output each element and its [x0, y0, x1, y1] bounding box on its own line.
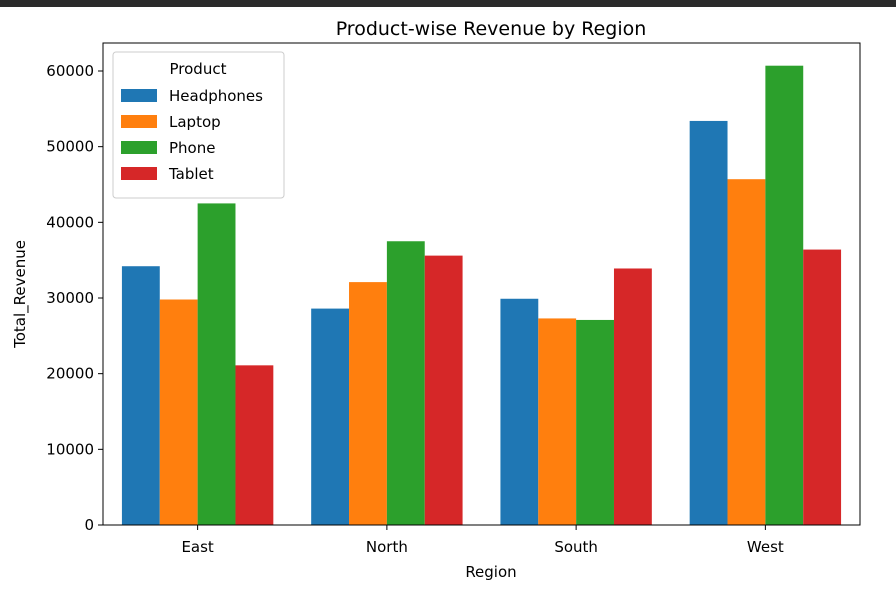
y-tick-label: 50000	[46, 138, 94, 156]
bar-chart: Product-wise Revenue by Region 0 10000 200…	[11, 18, 861, 581]
bar-laptop-south	[538, 318, 577, 525]
bar-tablet-north	[424, 255, 463, 525]
bar-phone-west	[765, 65, 804, 525]
bar-headphones-south	[500, 298, 539, 525]
bar-laptop-west	[727, 179, 766, 525]
x-tick-label-east: East	[181, 538, 213, 556]
y-tick-label: 30000	[46, 289, 94, 307]
bar-headphones-east	[121, 266, 160, 525]
y-tick-label: 60000	[46, 62, 94, 80]
x-tick-label-north: North	[366, 538, 408, 556]
bar-phone-south	[576, 319, 614, 525]
legend-swatch-headphones	[121, 89, 157, 102]
y-tick-label: 0	[84, 516, 94, 534]
bar-laptop-north	[349, 282, 387, 525]
x-tick-label-south: South	[554, 538, 598, 556]
bar-laptop-east	[159, 299, 198, 525]
y-axis-label: Total_Revenue	[11, 240, 30, 349]
plot-frame	[102, 42, 861, 526]
legend-label-laptop: Laptop	[169, 113, 221, 131]
bar-headphones-north	[311, 308, 350, 525]
bar-tablet-west	[803, 249, 842, 525]
x-axis-label: Region	[465, 563, 516, 581]
legend-swatch-laptop	[121, 115, 157, 128]
y-tick-label: 20000	[46, 365, 94, 383]
bar-tablet-south	[613, 268, 652, 525]
y-axis: 0 10000 20000 30000 40000 50000 60000	[46, 62, 103, 534]
chart-title: Product-wise Revenue by Region	[336, 18, 647, 40]
bars-group	[121, 65, 842, 525]
legend-swatch-phone	[121, 141, 157, 154]
legend-label-headphones: Headphones	[169, 87, 263, 105]
legend-label-phone: Phone	[169, 139, 215, 157]
legend-box	[112, 51, 285, 199]
bar-tablet-east	[235, 365, 274, 525]
bar-phone-north	[386, 241, 425, 525]
legend-label-tablet: Tablet	[168, 165, 214, 183]
x-axis: East North South West	[181, 525, 784, 556]
legend: Product Headphones Laptop Phone Tablet	[112, 51, 285, 199]
y-tick-label: 10000	[46, 440, 94, 458]
y-tick-label: 40000	[46, 213, 94, 231]
bar-phone-east	[197, 203, 236, 525]
bar-headphones-west	[689, 120, 728, 525]
chart-frame: Product-wise Revenue by Region 0 10000 200…	[0, 7, 896, 589]
legend-title: Product	[170, 60, 227, 78]
x-tick-label-west: West	[747, 538, 784, 556]
legend-swatch-tablet	[121, 167, 157, 180]
